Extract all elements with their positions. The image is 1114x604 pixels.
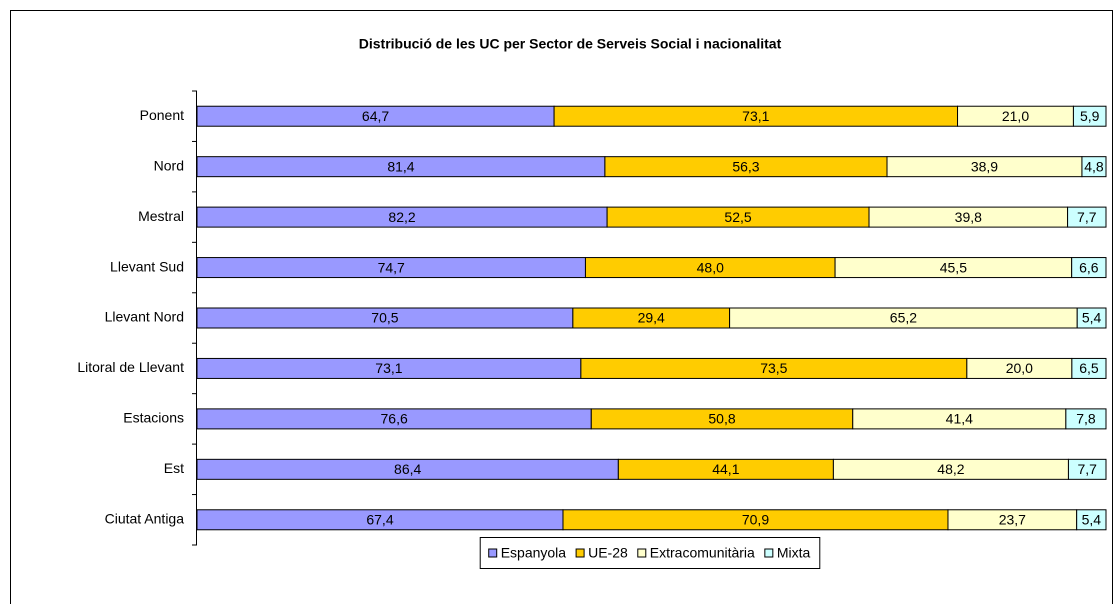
legend-box (479, 537, 821, 569)
bar-segment (1071, 357, 1107, 379)
value-label: 82,2 (388, 209, 415, 225)
value-label: 38,9 (971, 158, 998, 174)
value-label: 7,7 (1077, 209, 1097, 225)
bar-segment (1076, 509, 1107, 531)
value-label: 5,4 (1082, 310, 1102, 326)
value-label: 76,6 (381, 411, 408, 427)
legend-swatch (764, 548, 774, 558)
legend-label: Extracomunitària (650, 545, 755, 561)
legend-swatch (575, 548, 585, 558)
value-label: 52,5 (724, 209, 751, 225)
value-label: 50,8 (708, 411, 735, 427)
value-label: 73,5 (760, 360, 787, 376)
value-label: 44,1 (712, 461, 739, 477)
legend-swatch (488, 548, 498, 558)
y-tick-label: Llevant Sud (110, 258, 184, 274)
value-label: 23,7 (999, 511, 1026, 527)
value-label: 86,4 (394, 461, 421, 477)
value-label: 81,4 (387, 158, 414, 174)
y-tick-label: Nord (154, 157, 184, 173)
value-label: 5,4 (1082, 511, 1102, 527)
y-tick-label: Est (164, 460, 184, 476)
y-tick-label: Llevant Nord (105, 309, 184, 325)
value-label: 56,3 (732, 158, 759, 174)
value-label: 65,2 (890, 310, 917, 326)
value-label: 39,8 (955, 209, 982, 225)
bar-segment (1067, 206, 1107, 228)
value-label: 6,5 (1079, 360, 1099, 376)
y-tick-label: Mestral (138, 208, 184, 224)
value-label: 73,1 (375, 360, 402, 376)
value-label: 4,8 (1084, 158, 1104, 174)
bar-segment (1076, 307, 1107, 329)
value-label: 5,9 (1080, 108, 1100, 124)
chart-title: Distribució de les UC per Sector de Serv… (359, 36, 782, 52)
y-tick-label: Estacions (123, 410, 184, 426)
value-label: 48,2 (937, 461, 964, 477)
legend-label: Mixta (777, 545, 811, 561)
value-label: 64,7 (362, 108, 389, 124)
value-label: 7,7 (1077, 461, 1097, 477)
bar-segment (1071, 257, 1107, 279)
legend-swatch (637, 548, 647, 558)
bar-segment (1067, 458, 1107, 480)
legend-label: Espanyola (501, 545, 567, 561)
value-label: 21,0 (1002, 108, 1029, 124)
value-label: 74,7 (378, 259, 405, 275)
value-label: 48,0 (697, 259, 724, 275)
value-label: 70,5 (371, 310, 398, 326)
value-label: 20,0 (1006, 360, 1033, 376)
value-label: 41,4 (946, 411, 973, 427)
y-tick-label: Ponent (140, 107, 184, 123)
value-label: 7,8 (1076, 411, 1096, 427)
bar-segment (1065, 408, 1107, 430)
value-label: 67,4 (366, 511, 393, 527)
legend-label: UE-28 (588, 545, 628, 561)
value-label: 73,1 (742, 108, 769, 124)
value-label: 29,4 (638, 310, 665, 326)
value-label: 6,6 (1079, 259, 1099, 275)
y-tick-label: Litoral de Llevant (77, 359, 184, 375)
bar-segment (1072, 105, 1107, 127)
bar-segment (1081, 156, 1107, 178)
value-label: 45,5 (940, 259, 967, 275)
value-label: 70,9 (742, 511, 769, 527)
y-tick-label: Ciutat Antiga (105, 510, 185, 526)
